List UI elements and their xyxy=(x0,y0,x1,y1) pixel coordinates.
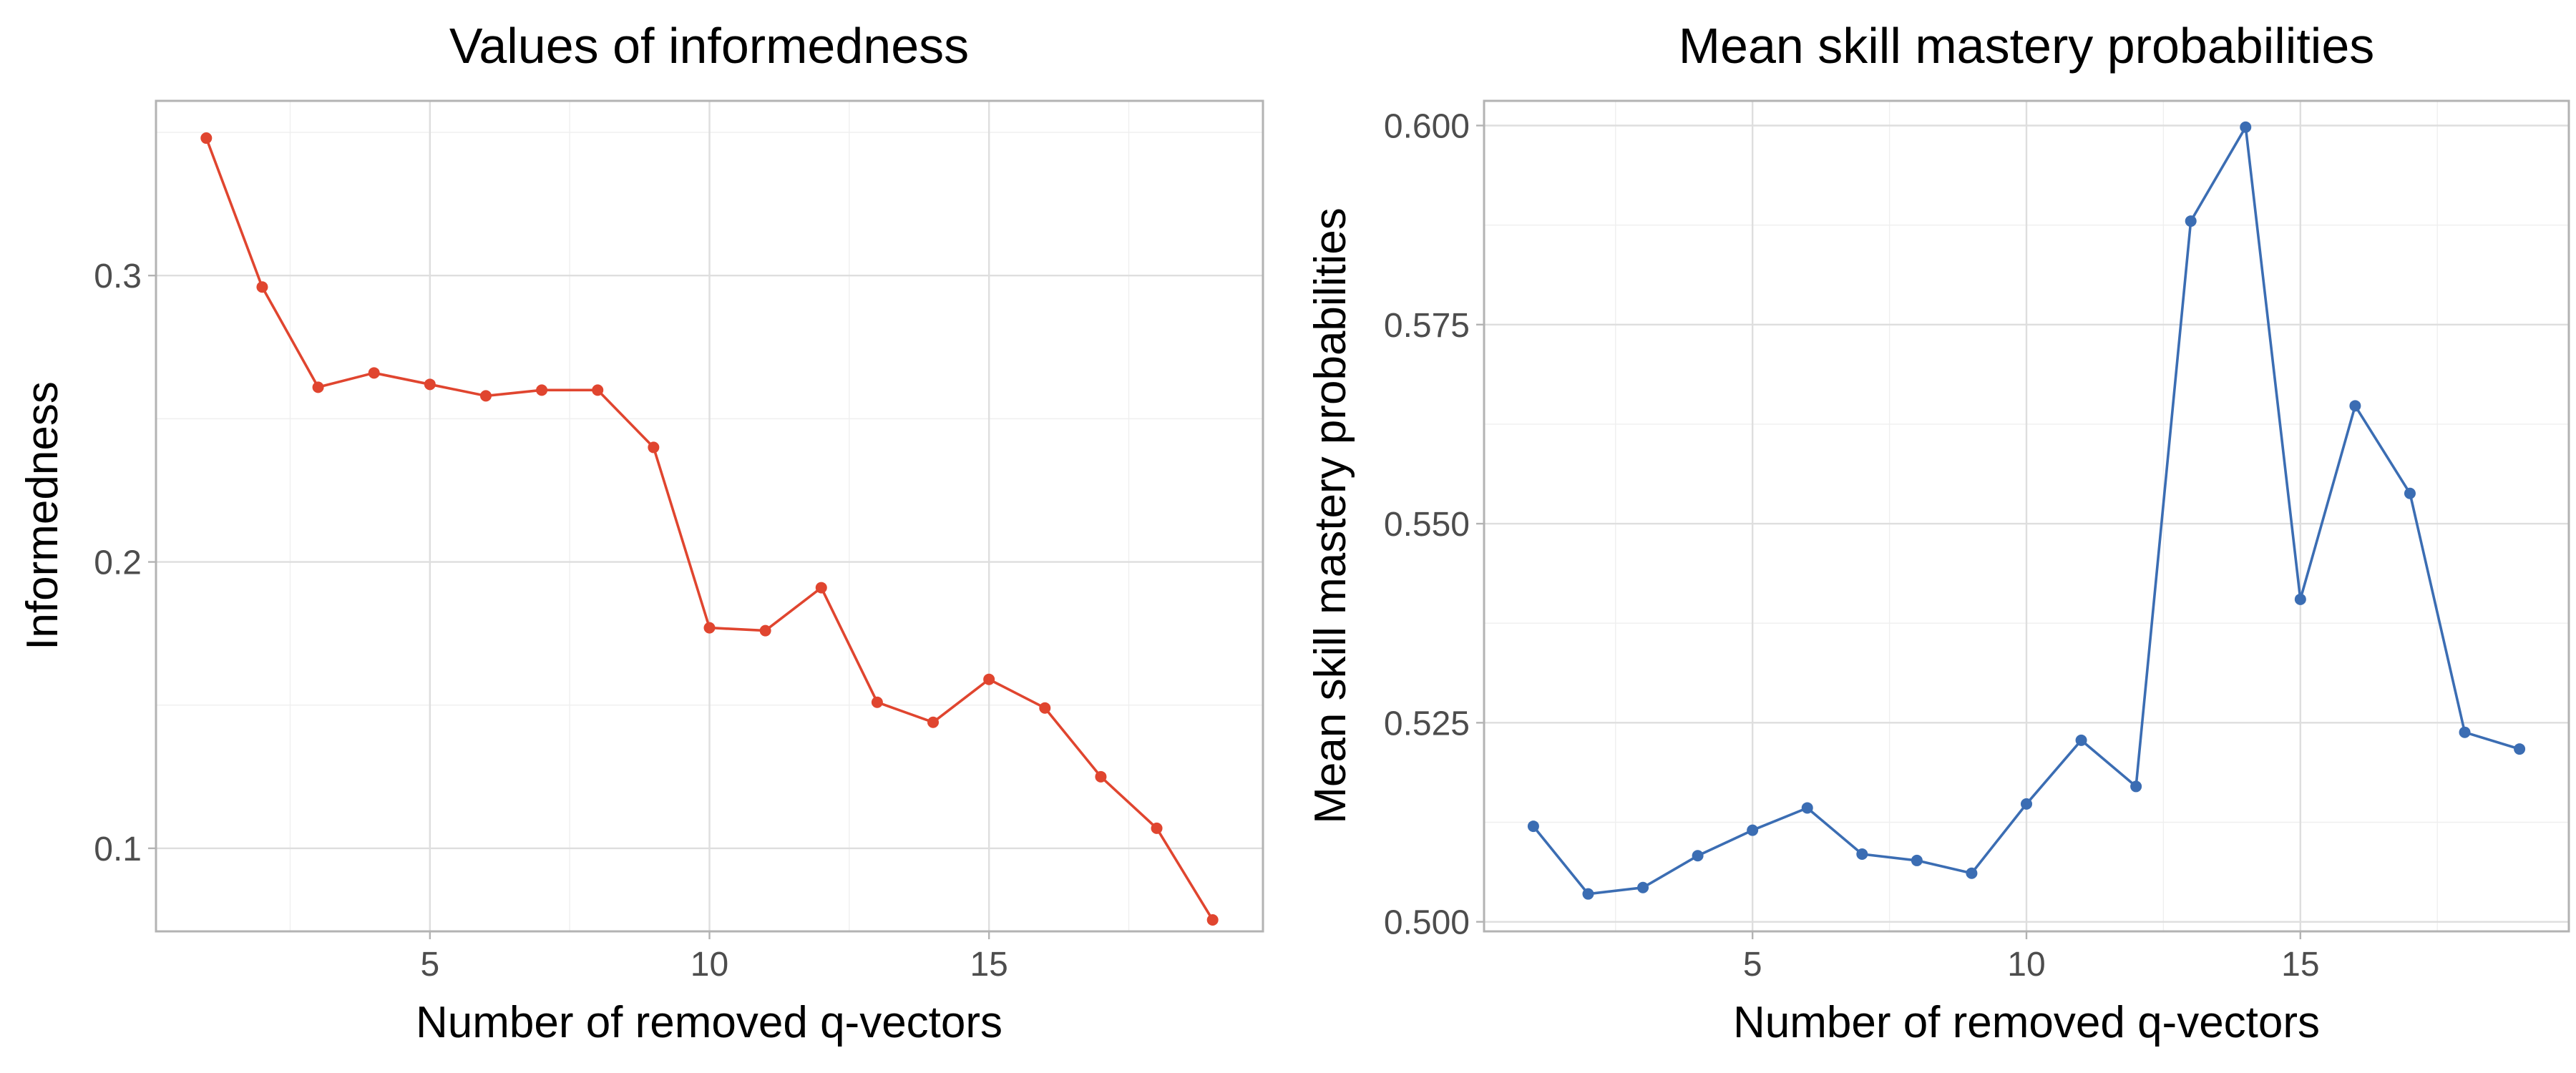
informedness-x-axis-label: Number of removed q-vectors xyxy=(416,998,1002,1047)
informedness-data-point xyxy=(312,381,324,393)
informedness-x-tick-label: 10 xyxy=(691,946,728,984)
informedness-data-point xyxy=(479,390,492,402)
informedness-x-tick-label: 15 xyxy=(970,946,1008,984)
informedness-data-point xyxy=(1039,702,1051,714)
skill-mastery-series xyxy=(1527,121,2526,900)
skill-mastery-chart: 5 10 15 0.500 0.525 0.550 0.575 0.600 Mean skil… xyxy=(1306,18,2570,1047)
skill-mastery-data-point xyxy=(1692,850,1704,862)
informedness-data-point xyxy=(1206,913,1219,926)
informedness-data-point xyxy=(1151,822,1163,834)
informedness-data-point xyxy=(1095,770,1107,783)
informedness-series xyxy=(200,132,1219,926)
skill-mastery-data-point xyxy=(2021,798,2032,810)
skill-mastery-data-point xyxy=(2240,121,2252,133)
skill-mastery-chart-title: Mean skill mastery probabilities xyxy=(1679,18,2375,74)
informedness-data-point xyxy=(648,441,660,454)
informedness-data-point xyxy=(424,378,436,391)
informedness-y-tick-label: 0.1 xyxy=(94,831,142,868)
informedness-x-tick-label: 5 xyxy=(420,946,439,984)
informedness-data-point xyxy=(592,384,604,396)
informedness-data-point xyxy=(815,582,827,594)
informedness-data-point xyxy=(983,673,995,685)
informedness-data-point xyxy=(703,622,716,634)
informedness-data-point xyxy=(871,696,883,708)
skill-mastery-x-tick-label: 10 xyxy=(2007,946,2045,984)
skill-mastery-x-axis-label: Number of removed q-vectors xyxy=(1733,998,2320,1047)
informedness-data-point xyxy=(256,281,268,293)
informedness-grid xyxy=(156,101,1263,931)
skill-mastery-data-point xyxy=(2349,400,2361,412)
informedness-y-tick-label: 0.2 xyxy=(94,544,142,582)
informedness-data-point xyxy=(927,716,940,728)
skill-mastery-data-point xyxy=(2294,593,2306,605)
informedness-chart-title: Values of informedness xyxy=(449,18,969,74)
informedness-ticks: 5 10 15 0.1 0.2 0.3 xyxy=(94,258,1008,984)
skill-mastery-x-tick-label: 15 xyxy=(2281,946,2319,984)
skill-mastery-y-tick-label: 0.500 xyxy=(1384,904,1470,942)
skill-mastery-ticks: 5 10 15 0.500 0.525 0.550 0.575 0.600 xyxy=(1384,108,2320,984)
skill-mastery-y-tick-label: 0.525 xyxy=(1384,705,1470,743)
skill-mastery-data-point xyxy=(1801,802,1813,814)
informedness-data-point xyxy=(536,384,548,396)
skill-mastery-y-tick-label: 0.600 xyxy=(1384,108,1470,146)
skill-mastery-data-point xyxy=(1527,820,1539,833)
skill-mastery-data-point xyxy=(2459,726,2471,738)
skill-mastery-x-tick-label: 5 xyxy=(1743,946,1762,984)
skill-mastery-grid xyxy=(1484,101,2569,931)
skill-mastery-data-point xyxy=(1856,848,1868,861)
skill-mastery-data-point xyxy=(1637,881,1649,893)
informedness-chart: 5 10 15 0.1 0.2 0.3 Values of informedness Nu… xyxy=(18,18,1264,1047)
skill-mastery-data-point xyxy=(1582,888,1594,900)
informedness-data-point xyxy=(368,367,380,379)
skill-mastery-y-tick-label: 0.575 xyxy=(1384,307,1470,345)
skill-mastery-data-point xyxy=(2185,215,2197,227)
informedness-y-axis-label: Informedness xyxy=(18,381,67,650)
skill-mastery-data-point xyxy=(2130,780,2142,793)
skill-mastery-data-point xyxy=(1966,867,1978,879)
informedness-data-point xyxy=(759,624,771,637)
skill-mastery-y-tick-label: 0.550 xyxy=(1384,506,1470,544)
skill-mastery-data-point xyxy=(2075,734,2087,746)
skill-mastery-data-point xyxy=(2514,743,2526,755)
skill-mastery-y-axis-label: Mean skill mastery probabilities xyxy=(1306,207,1355,823)
skill-mastery-data-point xyxy=(1911,854,1923,866)
informedness-y-tick-label: 0.3 xyxy=(94,258,142,295)
skill-mastery-data-point xyxy=(2404,487,2416,499)
skill-mastery-data-point xyxy=(1747,824,1759,836)
informedness-data-point xyxy=(200,132,213,144)
